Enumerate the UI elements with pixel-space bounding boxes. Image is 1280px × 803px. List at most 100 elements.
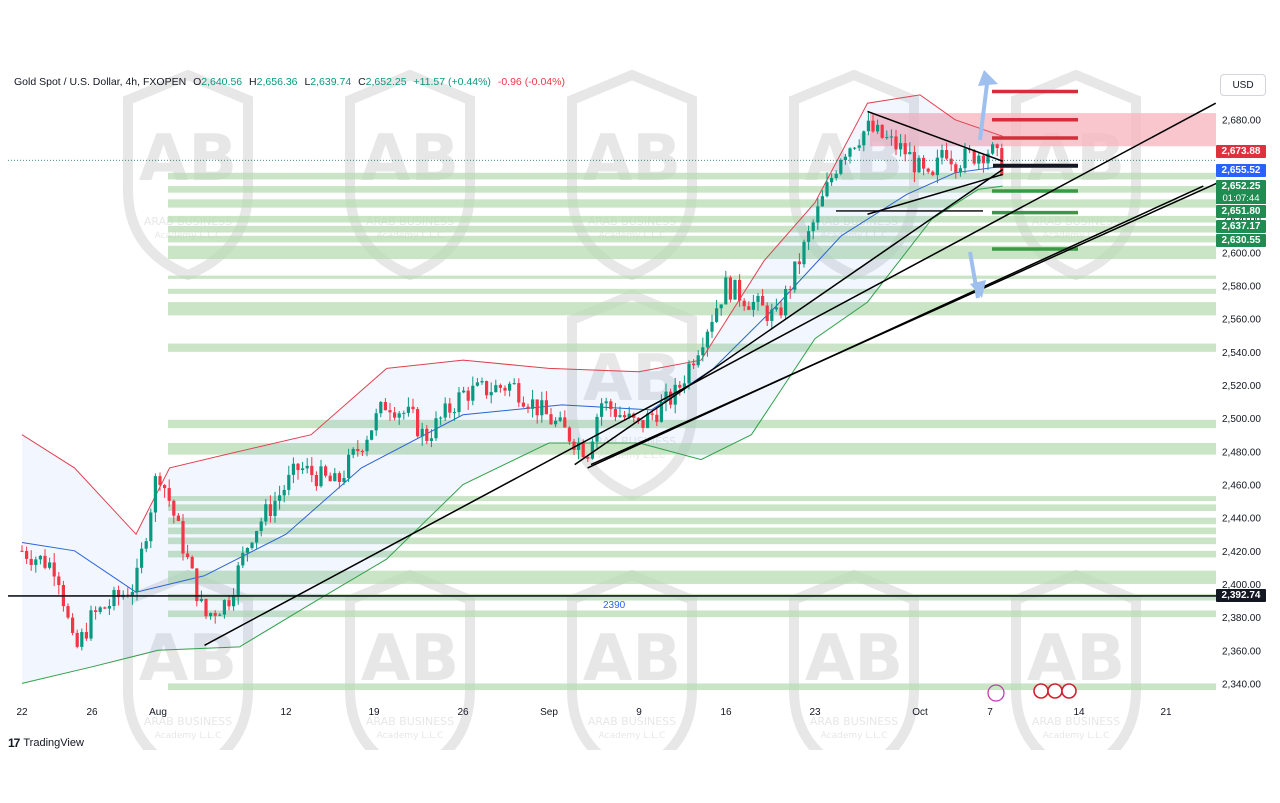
candle-body bbox=[379, 402, 383, 414]
x-axis-tick-label: Aug bbox=[149, 707, 167, 718]
candle bbox=[144, 537, 148, 553]
candle-body bbox=[176, 515, 180, 521]
candle-body bbox=[163, 485, 167, 489]
candle bbox=[333, 468, 337, 482]
candle-body bbox=[494, 385, 498, 393]
watermark-line2: Academy L.L.C bbox=[1043, 731, 1110, 741]
currency-button[interactable]: USD bbox=[1220, 74, 1266, 96]
trendline bbox=[867, 110, 1003, 162]
candle-body bbox=[172, 500, 176, 516]
y-axis-tick-label: 2,580.00 bbox=[1222, 282, 1261, 293]
candle-body bbox=[908, 152, 912, 155]
candle bbox=[489, 382, 493, 404]
candle-body bbox=[820, 196, 824, 207]
candle-body bbox=[876, 124, 880, 132]
candle-body bbox=[489, 392, 493, 396]
candle bbox=[779, 300, 783, 319]
x-axis-tick-label: 16 bbox=[720, 707, 732, 718]
candle-body bbox=[181, 520, 185, 554]
candle-body bbox=[577, 442, 581, 450]
low-value: 2,639.74 bbox=[310, 76, 352, 88]
candle bbox=[742, 298, 746, 311]
x-axis-tick-label: 23 bbox=[809, 707, 821, 718]
candle-body bbox=[158, 476, 162, 486]
candle-body bbox=[784, 288, 788, 316]
candle bbox=[770, 303, 774, 329]
candle bbox=[540, 391, 544, 423]
candle bbox=[20, 545, 24, 553]
candle bbox=[577, 437, 581, 460]
candle-body bbox=[429, 438, 433, 441]
candle-body bbox=[609, 401, 613, 410]
candle bbox=[834, 170, 838, 181]
x-axis-tick-label: 7 bbox=[987, 707, 993, 718]
candle bbox=[535, 399, 539, 424]
candle bbox=[802, 239, 806, 268]
candle bbox=[112, 586, 116, 611]
candle-body bbox=[98, 607, 102, 613]
candle bbox=[590, 438, 594, 460]
candle bbox=[98, 606, 102, 615]
candle bbox=[940, 144, 944, 165]
candle-body bbox=[420, 428, 424, 437]
candle bbox=[908, 142, 912, 155]
candle-body bbox=[167, 488, 171, 501]
tradingview-branding[interactable]: 17 TradingView bbox=[8, 736, 84, 750]
candle bbox=[434, 411, 438, 442]
candle bbox=[420, 422, 424, 446]
candle bbox=[793, 261, 797, 293]
watermark-line2: Academy L.L.C bbox=[821, 731, 888, 741]
candle bbox=[89, 605, 93, 641]
candle-body bbox=[107, 606, 111, 609]
candle bbox=[586, 455, 590, 462]
candle bbox=[190, 555, 194, 569]
candle-body bbox=[103, 607, 107, 609]
candle bbox=[995, 143, 999, 157]
candle bbox=[360, 449, 364, 457]
candle bbox=[181, 513, 185, 561]
candle-body bbox=[333, 473, 337, 482]
candle-body bbox=[43, 555, 47, 568]
candle-body bbox=[388, 410, 392, 413]
candle bbox=[503, 385, 507, 396]
candle bbox=[236, 562, 240, 605]
candle bbox=[172, 499, 176, 524]
candle-body bbox=[75, 632, 79, 647]
watermark-line1: ARAB BUSINESS bbox=[366, 715, 454, 728]
y-axis-tick-label: 2,360.00 bbox=[1222, 646, 1261, 657]
candle-body bbox=[406, 406, 410, 413]
candle bbox=[84, 622, 88, 641]
candle bbox=[986, 149, 990, 170]
candle bbox=[107, 599, 111, 616]
candle bbox=[471, 376, 475, 406]
candle-body bbox=[604, 401, 608, 404]
candle bbox=[347, 448, 351, 482]
candle bbox=[80, 628, 84, 651]
candle-body bbox=[232, 595, 236, 607]
candle bbox=[365, 435, 369, 457]
price-tag: 2,673.88 bbox=[1216, 145, 1266, 158]
candle bbox=[43, 549, 47, 570]
candle-body bbox=[448, 403, 452, 413]
bollinger-band-fill bbox=[22, 94, 1003, 684]
candle bbox=[991, 142, 995, 156]
candle-body bbox=[466, 390, 470, 401]
candle bbox=[273, 491, 277, 523]
candle bbox=[526, 403, 530, 414]
trendline-ray bbox=[590, 182, 1219, 466]
open-label: O bbox=[193, 76, 202, 88]
candle-body bbox=[245, 547, 249, 553]
support-zone bbox=[168, 570, 1216, 584]
candle-body bbox=[650, 413, 654, 415]
close-value: 2,652.25 bbox=[365, 76, 407, 88]
candle-body bbox=[797, 261, 801, 265]
candle bbox=[498, 383, 502, 393]
candle-body bbox=[439, 417, 443, 419]
candle-body bbox=[866, 120, 870, 132]
candle bbox=[517, 378, 521, 408]
candle-body bbox=[696, 355, 700, 366]
candle-body bbox=[20, 550, 24, 552]
